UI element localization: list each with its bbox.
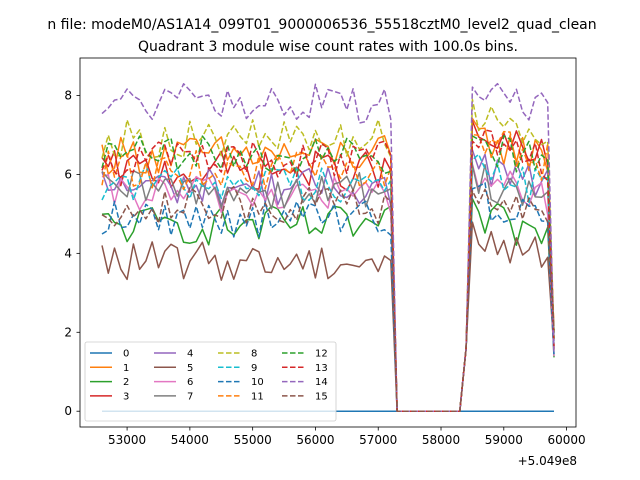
x-tick-label: 55000	[234, 433, 272, 447]
series-line-14	[101, 82, 555, 412]
x-tick-label: 56000	[296, 433, 334, 447]
series-line-15	[101, 185, 555, 412]
series-line-8	[101, 98, 555, 412]
series-line-7	[101, 163, 555, 412]
legend-label-4: 4	[187, 349, 193, 360]
series-line-1	[101, 117, 555, 412]
legend-label-5: 5	[187, 363, 193, 374]
figure-suptitle: n file: modeM0/AS1A14_099T01_9000006536_…	[47, 17, 596, 33]
series-line-2	[101, 197, 555, 412]
x-tick-label: 59000	[485, 433, 523, 447]
series-line-6	[101, 163, 555, 412]
series-line-9	[101, 153, 555, 412]
x-offset-text: +5.049e8	[518, 454, 577, 468]
series-line-13	[101, 129, 555, 412]
plot-axes: 53000 54000 55000 56000 57000 58000 59000 60000…	[64, 57, 586, 447]
legend-label-14: 14	[315, 377, 328, 388]
y-tick-label: 0	[64, 404, 72, 418]
plot-series	[101, 82, 555, 412]
legend-label-3: 3	[123, 391, 129, 402]
series-line-11	[101, 130, 555, 412]
legend-label-15: 15	[315, 391, 328, 402]
y-tick-label: 2	[64, 325, 72, 339]
legend-label-0: 0	[123, 349, 129, 360]
legend-label-13: 13	[315, 363, 328, 374]
series-line-5	[101, 221, 555, 412]
legend-label-7: 7	[187, 391, 193, 402]
legend-label-11: 11	[251, 391, 264, 402]
y-tick-label: 8	[64, 88, 72, 102]
legend-label-2: 2	[123, 377, 129, 388]
x-tick-label: 57000	[359, 433, 397, 447]
y-tick-label: 6	[64, 167, 72, 181]
legend-label-6: 6	[187, 377, 193, 388]
legend-label-9: 9	[251, 363, 257, 374]
y-tick-label: 4	[64, 246, 72, 260]
series-line-10	[101, 182, 555, 412]
chart-title: Quadrant 3 module wise count rates with …	[138, 39, 518, 55]
series-line-4	[101, 149, 555, 412]
legend-label-12: 12	[315, 349, 328, 360]
legend-label-1: 1	[123, 363, 129, 374]
x-tick-label: 54000	[171, 433, 209, 447]
plot-frame	[79, 57, 577, 428]
x-tick-label: 60000	[547, 433, 585, 447]
x-tick-label: 58000	[422, 433, 460, 447]
legend-label-8: 8	[251, 349, 257, 360]
legend-label-10: 10	[251, 377, 264, 388]
x-tick-label: 53000	[108, 433, 146, 447]
legend-box	[84, 341, 337, 422]
